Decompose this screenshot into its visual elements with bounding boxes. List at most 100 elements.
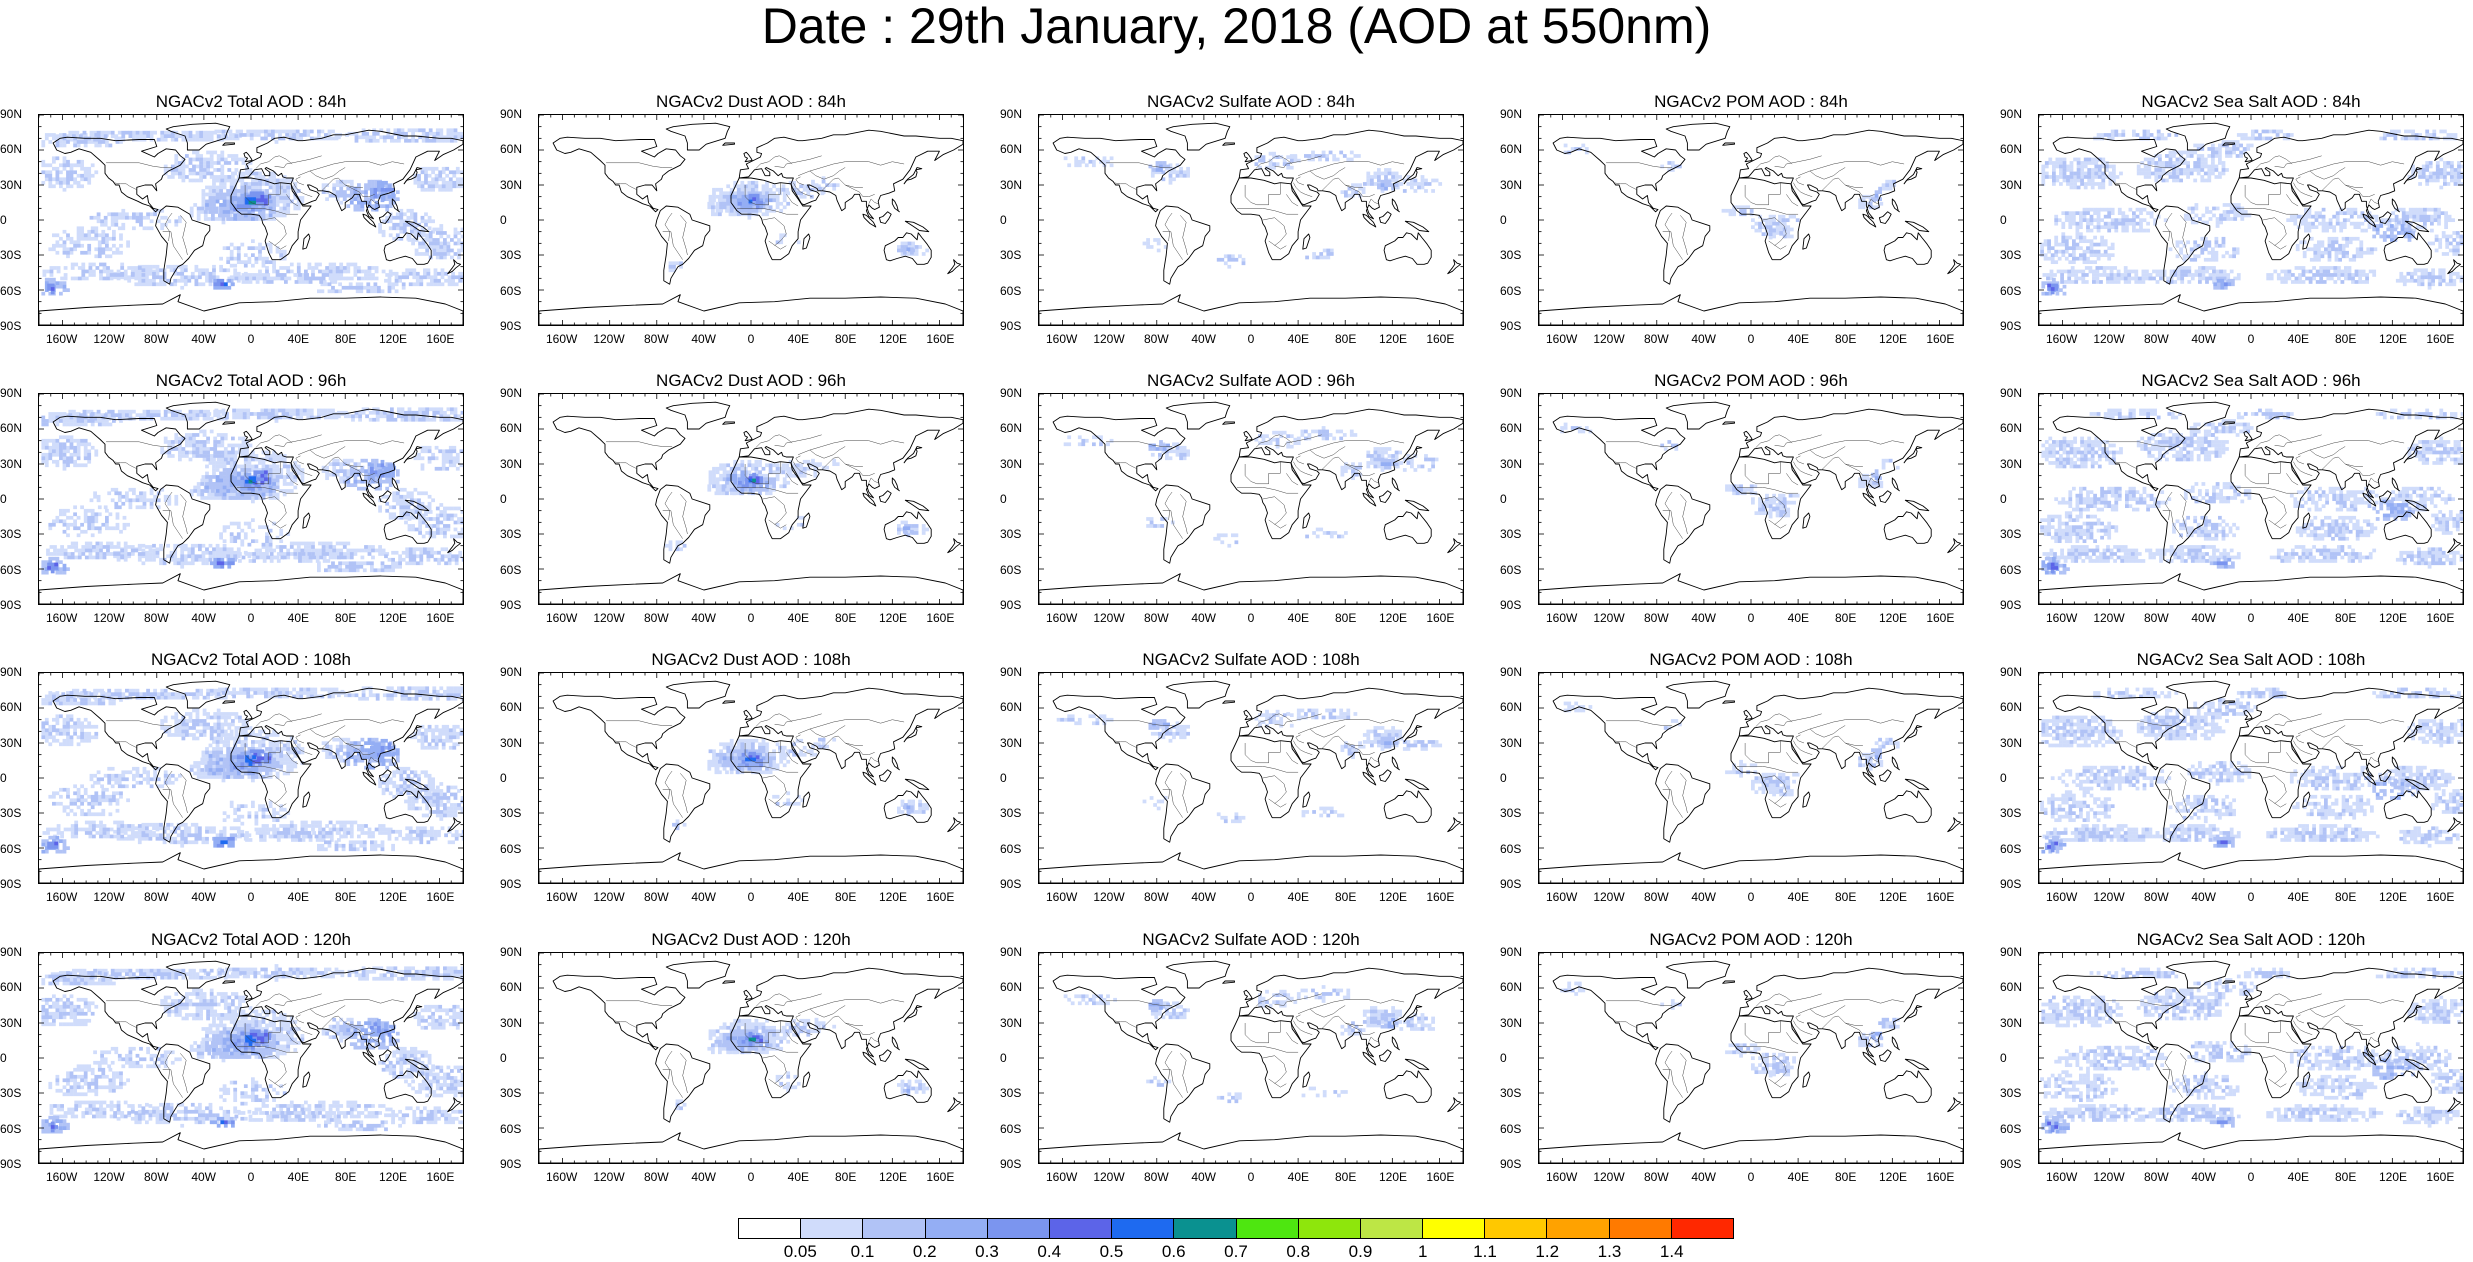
aod-cell <box>213 151 217 155</box>
aod-cell <box>245 273 249 277</box>
aod-cell <box>1431 189 1435 193</box>
aod-cell <box>456 167 460 171</box>
aod-cell <box>1146 242 1150 246</box>
aod-cell <box>2442 231 2446 235</box>
lat-tick-label: 60N <box>0 142 30 156</box>
aod-cell <box>2200 175 2204 179</box>
aod-cell <box>2335 247 2339 251</box>
aod-cell <box>52 160 56 164</box>
aod-cell <box>2419 211 2423 215</box>
aod-cell <box>2375 218 2379 222</box>
aod-cell <box>2401 137 2405 141</box>
aod-cell <box>2284 273 2288 277</box>
aod-cell <box>219 257 223 261</box>
aod-cell <box>1176 170 1180 174</box>
aod-cell <box>2187 266 2191 270</box>
aod-cell <box>2255 130 2259 134</box>
aod-cell <box>382 233 386 237</box>
aod-cell <box>432 238 436 242</box>
aod-cell <box>2114 133 2118 137</box>
aod-cell <box>189 158 193 162</box>
aod-cell <box>456 170 460 174</box>
aod-cell <box>729 212 733 216</box>
aod-cell <box>2408 130 2412 134</box>
aod-cell <box>271 133 275 137</box>
aod-cell <box>1286 162 1290 166</box>
aod-cell <box>277 277 281 281</box>
aod-cell <box>1384 175 1388 179</box>
coastline <box>1405 221 1429 232</box>
aod-cell <box>2120 273 2124 277</box>
aod-cell <box>2073 182 2077 186</box>
aod-cell <box>240 217 244 221</box>
aod-cell <box>2454 175 2458 179</box>
aod-cell <box>258 186 262 190</box>
aod-cell <box>2072 243 2076 247</box>
aod-cell <box>2396 279 2400 283</box>
aod-cell <box>2107 211 2111 215</box>
aod-cell <box>2425 168 2429 172</box>
aod-cell <box>339 180 343 184</box>
aod-cell <box>2218 161 2222 165</box>
aod-cell <box>283 193 287 197</box>
aod-cell <box>2432 137 2436 141</box>
aod-cell <box>439 242 443 246</box>
aod-cell <box>672 265 676 269</box>
aod-cell <box>283 273 287 277</box>
aod-field <box>1564 144 1896 240</box>
aod-cell <box>2110 280 2114 284</box>
aod-cell <box>361 270 365 274</box>
aod-cell <box>210 172 214 176</box>
aod-cell <box>63 251 67 255</box>
aod-cell <box>146 131 150 135</box>
aod-cell <box>2079 239 2083 243</box>
aod-cell <box>2452 249 2456 253</box>
aod-cell <box>48 163 52 167</box>
aod-cell <box>105 254 109 258</box>
aod-cell <box>2052 161 2056 165</box>
aod-cell <box>2061 222 2065 226</box>
country-border <box>665 213 672 241</box>
aod-cell <box>2090 222 2094 226</box>
aod-cell <box>306 133 310 137</box>
aod-cell <box>1163 161 1167 165</box>
aod-cell <box>2456 231 2460 235</box>
aod-cell <box>738 202 742 206</box>
aod-cell <box>2359 251 2363 255</box>
aod-cell <box>2068 260 2072 264</box>
aod-cell <box>2167 133 2171 137</box>
aod-cell <box>783 191 787 195</box>
aod-cell <box>272 175 276 179</box>
aod-cell <box>2229 151 2233 155</box>
aod-cell <box>2041 175 2045 179</box>
aod-cell <box>96 266 100 270</box>
coastline <box>1892 199 1899 212</box>
aod-cell <box>428 167 432 171</box>
aod-cell <box>2071 266 2075 270</box>
aod-cell <box>424 170 428 174</box>
aod-cell <box>2156 270 2160 274</box>
aod-cell <box>276 250 280 254</box>
aod-cell <box>1743 205 1747 209</box>
aod-cell <box>2362 273 2366 277</box>
aod-cell <box>2222 161 2226 165</box>
aod-cell <box>346 204 350 208</box>
aod-cell <box>2240 137 2244 141</box>
aod-cell <box>2111 218 2115 222</box>
aod-cell <box>73 181 77 185</box>
aod-cell <box>2308 229 2312 233</box>
aod-cell <box>2149 277 2153 281</box>
aod-cell <box>64 277 68 281</box>
aod-cell <box>112 237 116 241</box>
aod-cell <box>216 193 220 197</box>
aod-cell <box>2054 243 2058 247</box>
coastline <box>1905 221 1929 232</box>
aod-cell <box>286 179 290 183</box>
aod-cell <box>2083 218 2087 222</box>
aod-cell <box>239 133 243 137</box>
aod-cell <box>1417 182 1421 186</box>
aod-cell <box>184 279 188 283</box>
aod-cell <box>189 134 193 138</box>
aod-cell <box>120 266 124 270</box>
